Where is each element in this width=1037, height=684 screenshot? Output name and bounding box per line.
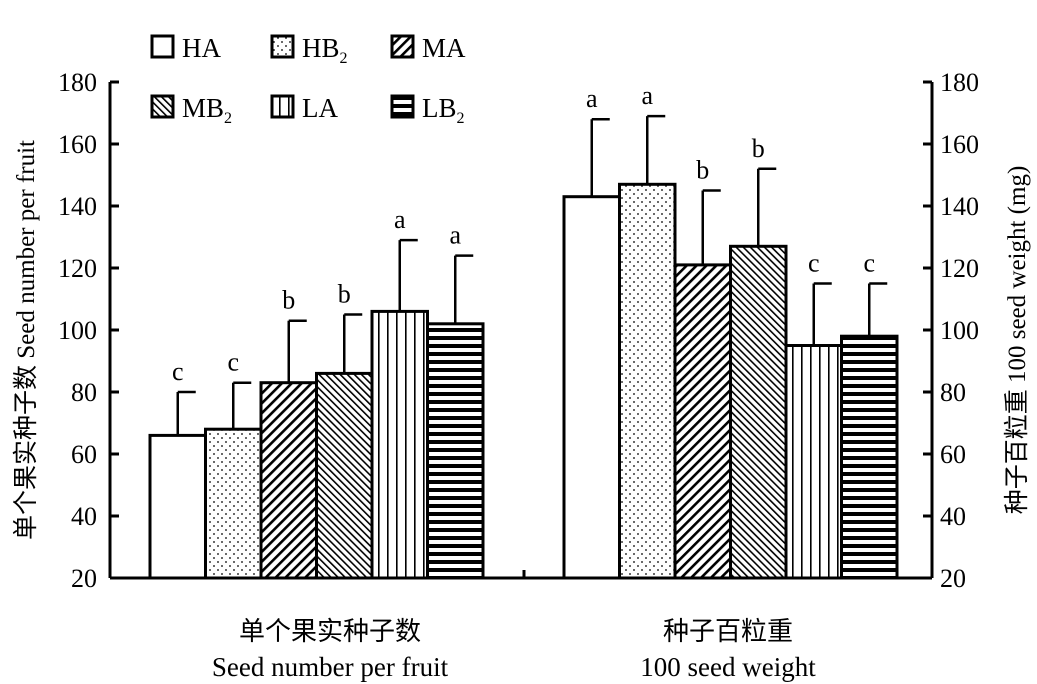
category-label-en-0: Seed number per fruit bbox=[212, 652, 449, 682]
bar-MA bbox=[673, 263, 732, 580]
bar-HB2 bbox=[618, 182, 677, 580]
y-tick-label-right: 40 bbox=[940, 502, 966, 531]
bar-HA bbox=[562, 195, 621, 580]
legend-label: LB2 bbox=[422, 93, 465, 127]
y-tick-label-left: 20 bbox=[71, 564, 97, 593]
legend-name: LA bbox=[302, 93, 338, 123]
y-tick-label-left: 80 bbox=[71, 378, 97, 407]
legend-swatch-HB2 bbox=[270, 34, 295, 59]
legend-label: LA bbox=[302, 93, 338, 123]
category-label-en-1: 100 seed weight bbox=[640, 652, 816, 682]
y-tick-label-left: 120 bbox=[58, 254, 97, 283]
y-tick-label-right: 160 bbox=[940, 130, 979, 159]
bar-LA bbox=[784, 344, 843, 580]
legend-name: MA bbox=[422, 33, 466, 63]
y-tick-label-left: 60 bbox=[71, 440, 97, 469]
significance-letter: a bbox=[449, 221, 461, 250]
significance-letter: b bbox=[282, 286, 295, 315]
legend-subscript: 2 bbox=[340, 50, 348, 67]
y-tick-label-right: 20 bbox=[940, 564, 966, 593]
legend-name: HB bbox=[302, 33, 340, 63]
y-tick-label-right: 120 bbox=[940, 254, 979, 283]
y-tick-label-left: 180 bbox=[58, 68, 97, 97]
significance-letter: a bbox=[586, 84, 598, 113]
bar-MB2 bbox=[729, 244, 788, 580]
bar-LB2 bbox=[840, 334, 899, 580]
significance-letter: c bbox=[808, 249, 820, 278]
y-tick-label-left: 140 bbox=[58, 192, 97, 221]
legend-subscript: 2 bbox=[457, 110, 465, 127]
significance-letter: c bbox=[227, 348, 239, 377]
legend-label: HB2 bbox=[302, 33, 348, 67]
legend-swatch-HA bbox=[150, 34, 175, 59]
y-tick-label-right: 100 bbox=[940, 316, 979, 345]
bar-MB2 bbox=[315, 371, 374, 580]
legend-swatch-MB2 bbox=[150, 94, 175, 119]
category-label-zh-0: 单个果实种子数 bbox=[239, 617, 421, 646]
y-tick-label-right: 80 bbox=[940, 378, 966, 407]
y-tick-label-left: 40 bbox=[71, 502, 97, 531]
bar-HA bbox=[148, 433, 207, 580]
category-label-zh-1: 种子百粒重 bbox=[663, 617, 793, 646]
legend-subscript: 2 bbox=[224, 110, 232, 127]
y-tick-label-right: 60 bbox=[940, 440, 966, 469]
y-tick-label-left: 160 bbox=[58, 130, 97, 159]
bar-LB2 bbox=[426, 322, 485, 580]
bar-LA bbox=[370, 309, 429, 580]
y-tick-label-right: 140 bbox=[940, 192, 979, 221]
y-tick-label-right: 180 bbox=[940, 68, 979, 97]
significance-letter: b bbox=[696, 156, 709, 185]
significance-letter: c bbox=[172, 357, 184, 386]
y-axis-label-left: 单个果实种子数 Seed number per fruit bbox=[12, 140, 40, 540]
significance-letter: c bbox=[863, 249, 875, 278]
significance-letter: b bbox=[752, 134, 765, 163]
legend-label: MB2 bbox=[182, 93, 232, 127]
significance-letter: a bbox=[641, 81, 653, 110]
bar-HB2 bbox=[204, 427, 263, 580]
legend-name: MB bbox=[182, 93, 224, 123]
significance-letter: b bbox=[338, 280, 351, 309]
significance-letter: a bbox=[394, 205, 406, 234]
legend-swatch-LA bbox=[270, 94, 295, 119]
legend-name: LB bbox=[422, 93, 457, 123]
legend-label: HA bbox=[182, 33, 221, 63]
legend-label: MA bbox=[422, 33, 466, 63]
legend-swatch-LB2 bbox=[390, 94, 415, 119]
y-tick-label-left: 100 bbox=[58, 316, 97, 345]
y-axis-label-right: 种子百粒重 100 seed weight (mg) bbox=[1003, 166, 1031, 515]
bar-MA bbox=[259, 381, 318, 580]
legend-swatch-MA bbox=[390, 34, 415, 59]
legend-name: HA bbox=[182, 33, 221, 63]
